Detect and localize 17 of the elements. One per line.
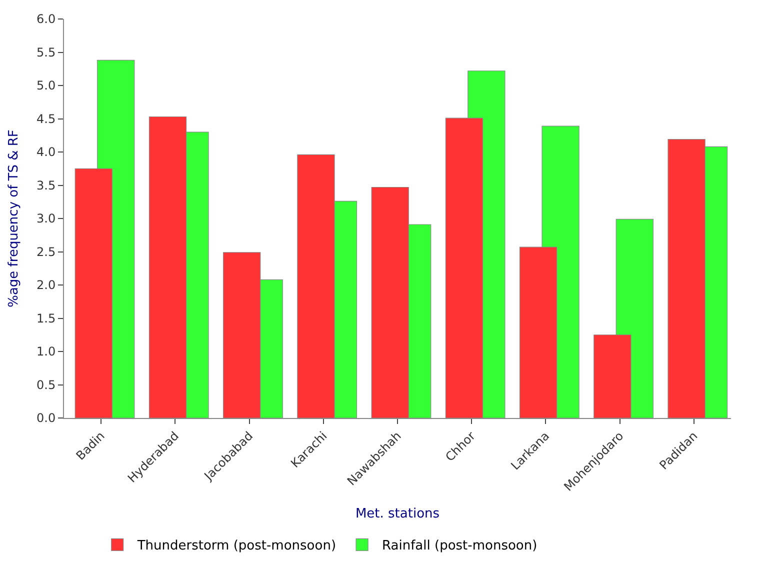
y-tick-label: 3.0 (36, 212, 56, 226)
y-tick-label: 4.0 (36, 145, 56, 160)
y-tick-label: 2.5 (36, 244, 56, 259)
y-tick-label: 3.5 (36, 178, 56, 192)
y-tick-label: 0.5 (36, 378, 56, 392)
y-axis-title: %age frequency of TS & RF (6, 130, 22, 308)
y-tick-label: 2.0 (36, 278, 56, 292)
y-tick-label: 6.0 (36, 12, 56, 26)
legend-label: Thunderstorm (post-monsoon) (136, 538, 336, 554)
y-tick-label: 5.0 (36, 78, 56, 93)
y-tick-label: 1.5 (36, 311, 56, 326)
y-tick-label: 0.0 (36, 411, 56, 426)
y-tick-label: 5.5 (36, 45, 56, 60)
y-tick-label: 4.5 (36, 112, 56, 126)
x-axis-title: Met. stations (355, 506, 440, 522)
legend-label: Rainfall (post-monsoon) (382, 538, 538, 554)
y-tick-label: 1.0 (36, 344, 56, 359)
